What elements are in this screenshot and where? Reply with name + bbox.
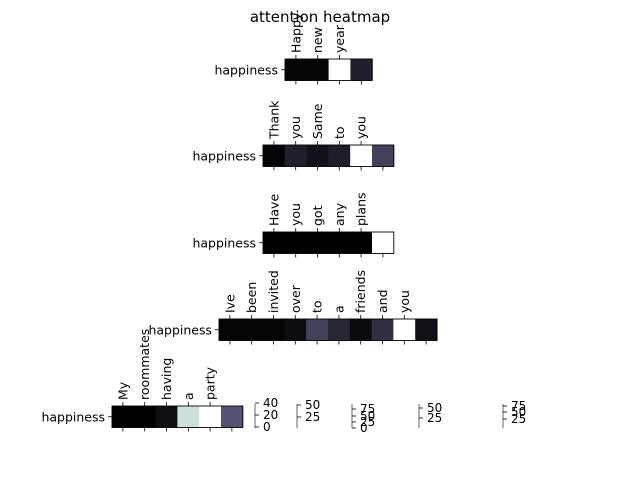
token-label: year bbox=[332, 24, 347, 53]
heatmap-cell bbox=[328, 145, 351, 167]
token-label: Thank bbox=[266, 100, 281, 140]
token-label: invited bbox=[266, 270, 281, 313]
colorbar-tick-label: 25 bbox=[511, 412, 526, 426]
row-label: happiness bbox=[148, 322, 212, 337]
colorbar-tick-label: 0 bbox=[360, 421, 368, 435]
colorbar-tick-label: 20 bbox=[263, 408, 278, 422]
token-label: got bbox=[310, 205, 325, 226]
heatmap-cell bbox=[371, 319, 394, 341]
token-label: you bbox=[354, 116, 369, 139]
token-label: plans bbox=[354, 192, 369, 226]
token-label: over bbox=[288, 284, 303, 313]
token-label: My bbox=[115, 381, 130, 400]
heatmap-cell bbox=[372, 232, 395, 254]
heatmap-row-3: Have you got any plans happiness bbox=[192, 192, 395, 258]
heatmap-cell bbox=[263, 145, 286, 167]
row-label: happiness bbox=[214, 62, 278, 77]
colorbar-tick-label: 50 bbox=[360, 409, 375, 423]
heatmap-row-4: Ive been invited over to a friends and you happin… bbox=[148, 270, 438, 345]
row-label: happiness bbox=[192, 235, 256, 250]
heatmap-cell bbox=[219, 319, 242, 341]
heatmap-cell bbox=[284, 145, 307, 167]
token-label: to bbox=[310, 300, 325, 313]
row-label: happiness bbox=[41, 409, 105, 424]
heatmap-cell bbox=[284, 319, 307, 341]
token-label: any bbox=[332, 202, 347, 226]
chart-title: attention heatmap bbox=[250, 8, 390, 26]
token-label: to bbox=[332, 126, 347, 139]
heatmap-cell bbox=[262, 319, 285, 341]
heatmap-cell bbox=[263, 232, 286, 254]
colorbar-tick-label: 50 bbox=[511, 405, 526, 419]
token-label: you bbox=[288, 203, 303, 226]
heatmap-cell bbox=[133, 406, 156, 428]
heatmap-cell bbox=[372, 145, 395, 167]
token-label: Ive bbox=[222, 294, 237, 313]
colorbar-tick-label: 75 bbox=[360, 402, 375, 416]
token-label: a bbox=[331, 305, 346, 313]
heatmap-cell bbox=[328, 59, 351, 81]
token-label: Same bbox=[310, 103, 325, 139]
heatmap-cell bbox=[155, 406, 178, 428]
heatmap-cell bbox=[112, 406, 135, 428]
token-label: you bbox=[288, 116, 303, 139]
heatmap-cell bbox=[240, 319, 263, 341]
colorbar-tick-label: 0 bbox=[263, 420, 271, 434]
heatmap-row-5: My roommates having a party happiness bbox=[41, 329, 244, 432]
heatmap-cell bbox=[199, 406, 222, 428]
heatmap-cell bbox=[415, 319, 438, 341]
token-label: having bbox=[159, 358, 174, 400]
colorbar-tick-label: 25 bbox=[305, 410, 320, 424]
heatmap-cell bbox=[285, 59, 308, 81]
heatmap-cell bbox=[350, 232, 373, 254]
token-label: new bbox=[310, 27, 325, 53]
heatmap-cell bbox=[306, 145, 329, 167]
heatmap-cell bbox=[306, 232, 329, 254]
token-label: you bbox=[397, 290, 412, 313]
token-label: been bbox=[244, 282, 259, 313]
token-label: party bbox=[203, 366, 218, 400]
heatmap-cell bbox=[328, 319, 351, 341]
token-label: a bbox=[181, 392, 196, 400]
row-label: happiness bbox=[192, 148, 256, 163]
heatmap-cell bbox=[349, 319, 372, 341]
heatmap-row-1: Happy new year happiness bbox=[214, 12, 373, 85]
heatmap-cell bbox=[306, 319, 329, 341]
colorbar-tick-label: 25 bbox=[427, 411, 442, 425]
colorbar-tick-label: 25 bbox=[360, 415, 375, 429]
colorbar-tick-label: 50 bbox=[305, 398, 320, 412]
token-label: friends bbox=[353, 270, 368, 313]
heatmap-cell bbox=[284, 232, 307, 254]
heatmap-cell bbox=[306, 59, 329, 81]
heatmap-cell bbox=[328, 232, 351, 254]
heatmap-cell bbox=[177, 406, 200, 428]
token-label: roommates bbox=[137, 329, 152, 400]
colorbar-tick-label: 75 bbox=[511, 399, 526, 413]
token-label: Have bbox=[266, 194, 281, 226]
colorbar-tick-label: 40 bbox=[263, 396, 278, 410]
heatmap-cell bbox=[393, 319, 416, 341]
heatmap-cell bbox=[350, 59, 373, 81]
colorbar-tick-label: 50 bbox=[427, 401, 442, 415]
token-label: Happy bbox=[288, 12, 303, 53]
heatmap-cell bbox=[221, 406, 244, 428]
token-label: and bbox=[375, 289, 390, 313]
heatmap-cell bbox=[350, 145, 373, 167]
